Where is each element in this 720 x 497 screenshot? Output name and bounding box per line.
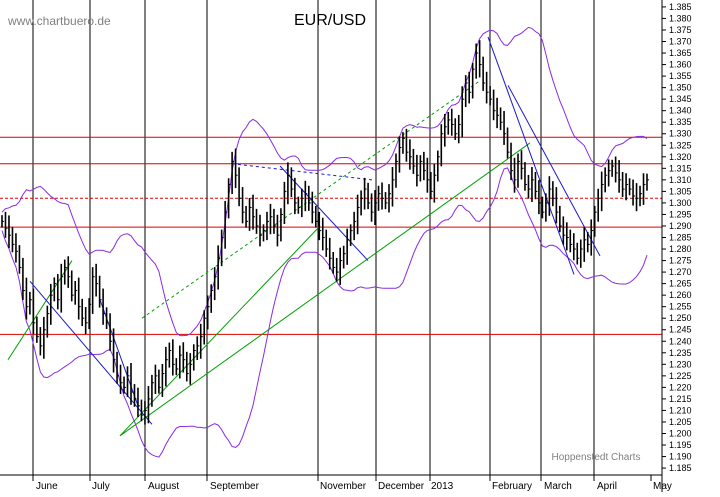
y-tick-label: 1.250 (669, 313, 692, 323)
y-tick-label: 1.210 (669, 405, 692, 415)
chart-title: EUR/USD (294, 12, 366, 29)
upper-band (1, 26, 648, 337)
y-tick-label: 1.315 (669, 163, 692, 173)
y-tick-label: 1.245 (669, 325, 692, 335)
y-tick-label: 1.285 (669, 233, 692, 243)
y-tick-label: 1.340 (669, 106, 692, 116)
y-tick-label: 1.255 (669, 302, 692, 312)
x-tick-label: August (148, 481, 179, 492)
y-tick-label: 1.215 (669, 394, 692, 404)
x-tick-label: April (597, 481, 617, 492)
trend-line (119, 142, 531, 437)
watermark-text: www.chartbuero.de (7, 14, 111, 28)
y-tick-label: 1.290 (669, 221, 692, 231)
y-tick-label: 1.190 (669, 452, 692, 462)
y-tick-label: 1.260 (669, 290, 692, 300)
x-tick-label: November (320, 481, 367, 492)
y-tick-label: 1.350 (669, 83, 692, 93)
y-tick-label: 1.220 (669, 382, 692, 392)
x-tick-label: 2013 (431, 481, 454, 492)
trend-line (487, 36, 575, 275)
y-tick-label: 1.370 (669, 37, 692, 47)
y-tick-label: 1.385 (669, 2, 692, 12)
y-tick-label: 1.325 (669, 140, 692, 150)
y-tick-label: 1.345 (669, 94, 692, 104)
x-tick-label: July (92, 481, 110, 492)
y-tick-label: 1.235 (669, 348, 692, 358)
y-tick-label: 1.365 (669, 48, 692, 58)
y-tick-label: 1.330 (669, 129, 692, 139)
x-tick-label: March (544, 481, 572, 492)
x-tick-label: December (378, 481, 425, 492)
y-tick-label: 1.300 (669, 198, 692, 208)
y-tick-label: 1.295 (669, 209, 692, 219)
x-tick-label: September (210, 481, 260, 492)
y-tick-label: 1.310 (669, 175, 692, 185)
x-tick-label: February (492, 481, 532, 492)
y-tick-label: 1.275 (669, 256, 692, 266)
y-tick-label: 1.335 (669, 117, 692, 127)
y-tick-label: 1.280 (669, 244, 692, 254)
y-tick-label: 1.270 (669, 267, 692, 277)
x-tick-label: June (36, 481, 58, 492)
y-tick-label: 1.195 (669, 440, 692, 450)
trend-line (119, 225, 321, 437)
y-tick-label: 1.230 (669, 359, 692, 369)
y-tick-label: 1.240 (669, 336, 692, 346)
y-tick-label: 1.375 (669, 25, 692, 35)
y-tick-label: 1.205 (669, 417, 692, 427)
y-tick-label: 1.225 (669, 371, 692, 381)
y-tick-label: 1.360 (669, 60, 692, 70)
y-tick-label: 1.355 (669, 71, 692, 81)
y-tick-label: 1.200 (669, 428, 692, 438)
y-tick-label: 1.380 (669, 13, 692, 23)
y-tick-label: 1.305 (669, 186, 692, 196)
y-tick-label: 1.265 (669, 279, 692, 289)
y-tick-label: 1.185 (669, 463, 692, 473)
footer-credit: Hoppenstedt Charts (552, 452, 641, 463)
y-tick-label: 1.320 (669, 152, 692, 162)
